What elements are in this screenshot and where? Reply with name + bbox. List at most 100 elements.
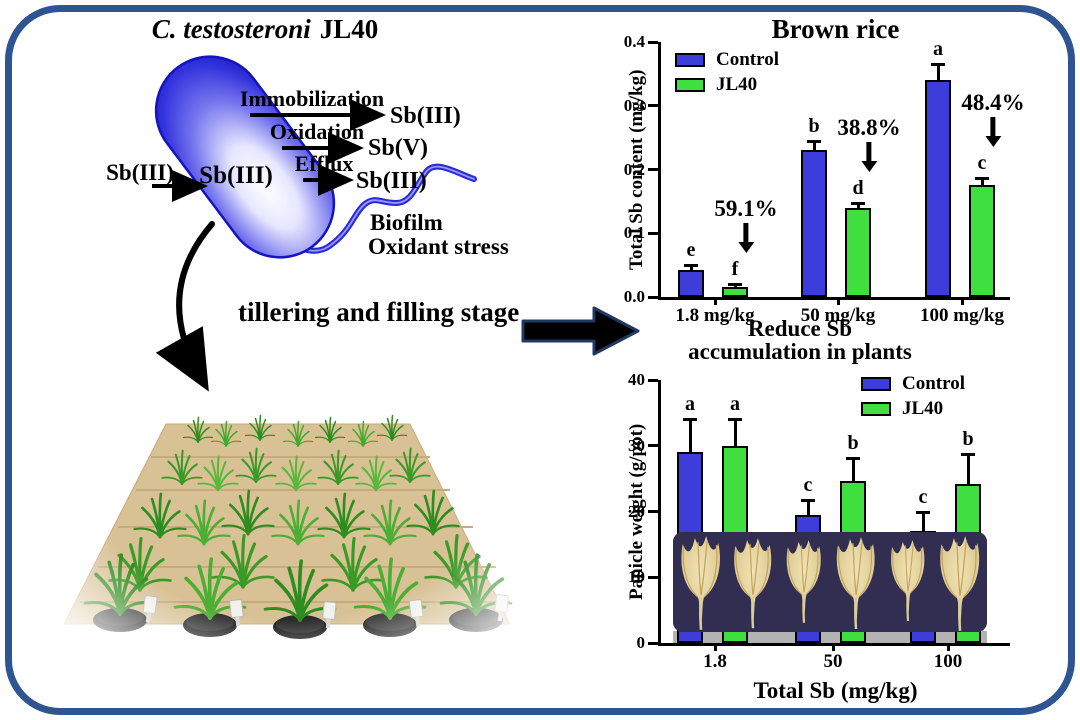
significance-letter: f — [731, 257, 739, 280]
chart1-x-axis — [658, 297, 1010, 300]
significance-letter: b — [847, 432, 859, 455]
significance-letter: c — [918, 485, 928, 508]
reduction-annotation: 48.4% — [961, 90, 1025, 147]
chart2-y-axis — [658, 380, 661, 643]
y-tick — [648, 641, 658, 645]
significance-letter: a — [730, 393, 740, 416]
y-tick-label: 0.4 — [623, 32, 645, 51]
legend-label: JL40 — [902, 398, 944, 419]
error-bar — [801, 499, 815, 516]
x-category-label: 100 mg/kg — [920, 305, 1004, 326]
error-bar — [807, 139, 821, 152]
y-tick — [648, 575, 658, 579]
x-category-label: 50 mg/kg — [800, 305, 876, 326]
chart2-x-axis-label: Total Sb (mg/kg) — [753, 678, 918, 703]
cell-sb-label: Sb(III) — [199, 162, 273, 189]
chart2-plot-area: Control JL40 — [628, 370, 1010, 672]
x-tick — [946, 643, 950, 651]
error-bar — [728, 418, 742, 447]
error-bar — [961, 453, 975, 485]
significance-letter: b — [962, 428, 974, 451]
rice-pots-photo — [48, 362, 533, 667]
significance-letter: c — [803, 474, 813, 497]
x-tick — [713, 643, 717, 651]
error-bar — [916, 510, 930, 533]
y-tick-label: 20 — [628, 501, 645, 521]
x-tick — [831, 643, 835, 651]
legend-swatch-control — [675, 53, 705, 67]
y-tick-label: 0.1 — [623, 223, 645, 243]
bar-jl40-1.8 mg/kg — [722, 286, 748, 297]
x-tick — [960, 297, 964, 305]
chart2-legend: Control JL40 — [861, 374, 965, 419]
chart-panicle-weight: Panicle weight (g/pot) Control JL40 — [620, 366, 1060, 716]
process-immobilization-label: Immobilization — [240, 86, 384, 111]
legend-label: JL40 — [716, 74, 758, 95]
diagram-title: C. testosteroni JL40 — [120, 14, 410, 45]
y-tick — [648, 378, 658, 382]
y-tick-label: 0.2 — [623, 159, 645, 179]
panicle-photo-graphic — [673, 532, 987, 632]
legend-item: JL40 — [861, 399, 965, 419]
y-tick — [648, 444, 658, 448]
process-efflux-label: Efflux — [295, 151, 354, 176]
error-bar — [683, 418, 697, 454]
x-category-label: 1.8 — [703, 651, 727, 672]
error-bar — [684, 263, 698, 272]
x-category-label: 100 — [933, 651, 963, 672]
chart1-legend: Control JL40 — [675, 50, 779, 95]
legend-item: Control — [675, 50, 779, 70]
error-bar — [728, 282, 742, 288]
input-sb-label: Sb(III) — [106, 160, 174, 185]
reduce-sb-caption: Reduce Sb accumulation in plants — [620, 317, 980, 363]
bar-control-1.8 mg/kg — [678, 270, 704, 297]
species-name: C. testosteroni — [151, 14, 311, 44]
curved-down-arrow — [155, 221, 215, 392]
significance-letter: a — [933, 37, 943, 60]
chart1-plot-area: Control JL40 0.0 0.1 0.2 0.3 0.4 1.8 mg/kg 50 m… — [624, 32, 1025, 326]
y-tick-label: 40 — [628, 370, 645, 389]
legend-label: Control — [716, 49, 779, 70]
y-tick — [648, 40, 658, 44]
bacterium-diagram: Sb(III) Sb(III) Immobilization Sb(III) O… — [106, 55, 509, 259]
error-bar — [846, 457, 860, 482]
y-tick-label: 0.3 — [623, 95, 645, 115]
oxidation-product: Sb(V) — [368, 135, 428, 161]
immobilization-product: Sb(III) — [390, 103, 461, 129]
bar-jl40-50 mg/kg — [845, 207, 871, 297]
reduce-sb-line1: Reduce Sb — [747, 316, 853, 341]
chart1-title: Brown rice — [771, 14, 900, 44]
efflux-product: Sb(III) — [356, 168, 427, 194]
reduction-annotation: 38.8% — [837, 116, 901, 173]
error-bar — [851, 202, 865, 209]
biofilm-note: Biofilm — [370, 210, 443, 235]
rice-panicle-photo-inset — [673, 532, 987, 632]
process-oxidation-label: Oxidation — [270, 119, 364, 144]
x-category-label: 1.8 mg/kg — [675, 305, 755, 326]
significance-letter: a — [685, 393, 695, 416]
oxidant-stress-note: Oxidant stress — [368, 234, 509, 259]
y-tick — [648, 510, 658, 513]
stage-label: tillering and filling stage — [238, 297, 520, 327]
legend-item: JL40 — [675, 75, 779, 95]
significance-letter: c — [977, 151, 987, 174]
legend-swatch-control — [861, 377, 891, 391]
bar-jl40-100 mg/kg — [969, 185, 995, 297]
y-tick — [648, 168, 658, 171]
bar-control-50 mg/kg — [801, 150, 827, 297]
significance-letter: b — [808, 114, 820, 137]
error-bar — [931, 62, 945, 82]
y-tick — [648, 295, 658, 299]
y-tick — [648, 104, 658, 108]
y-tick-label: 0.0 — [623, 287, 645, 306]
bar-control-100 mg/kg — [925, 80, 951, 297]
legend-swatch-jl40 — [675, 78, 705, 92]
reduce-sb-line2: accumulation in plants — [688, 339, 912, 364]
legend-swatch-jl40 — [861, 402, 891, 416]
chart-brown-rice: Brown rice Total Sb content (mg/kg) Cont… — [620, 14, 1060, 360]
y-tick-label: 30 — [628, 435, 645, 455]
legend-label: Control — [902, 373, 965, 394]
reduction-annotation: 59.1% — [714, 196, 778, 253]
y-tick-label: 10 — [628, 567, 645, 587]
error-bar — [975, 176, 989, 187]
